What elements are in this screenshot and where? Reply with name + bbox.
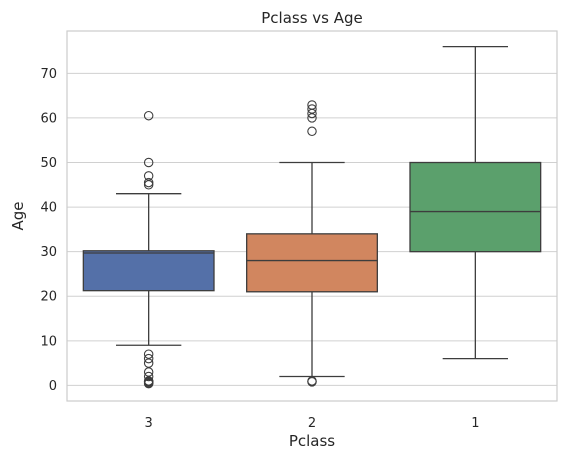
outlier-point [143,157,154,168]
y-axis-label: Age [9,201,27,230]
outlier-point [143,353,154,364]
iqr-box [82,250,215,292]
outlier-point [307,126,317,137]
y-tick-label: 40 [40,201,57,216]
x-tick-label: 3 [145,416,153,431]
y-tick-label: 30 [40,245,57,260]
y-tick-label: 50 [40,156,57,171]
iqr-box [409,161,542,253]
plot-frame [66,30,558,402]
x-tick-label: 1 [471,416,479,431]
y-tick-label: 60 [40,111,57,126]
x-tick-labels: 3 2 1 [145,416,480,431]
outlier-point [143,110,154,121]
x-axis-label: Pclass [289,432,335,450]
outlier-point [143,378,154,389]
outlier-point [143,180,154,190]
y-tick-label: 70 [40,67,57,82]
outlier-point [143,371,154,382]
box-group-class-2 [246,100,378,387]
outlier-point [307,108,317,119]
box-group-class-1 [409,45,542,360]
outlier-point [307,113,317,123]
box-group-class-3 [82,110,215,389]
y-tick-labels: 0 10 20 30 40 50 60 70 [40,67,57,394]
chart-title: Pclass vs Age [261,9,363,27]
y-tick-label: 0 [49,379,57,394]
x-tick-label: 2 [308,416,316,431]
box-layer [82,45,542,389]
y-tick-label: 20 [40,290,57,305]
outlier-point [143,177,154,188]
y-tick-label: 10 [40,334,57,349]
outlier-point [307,377,317,387]
iqr-box [246,233,378,293]
